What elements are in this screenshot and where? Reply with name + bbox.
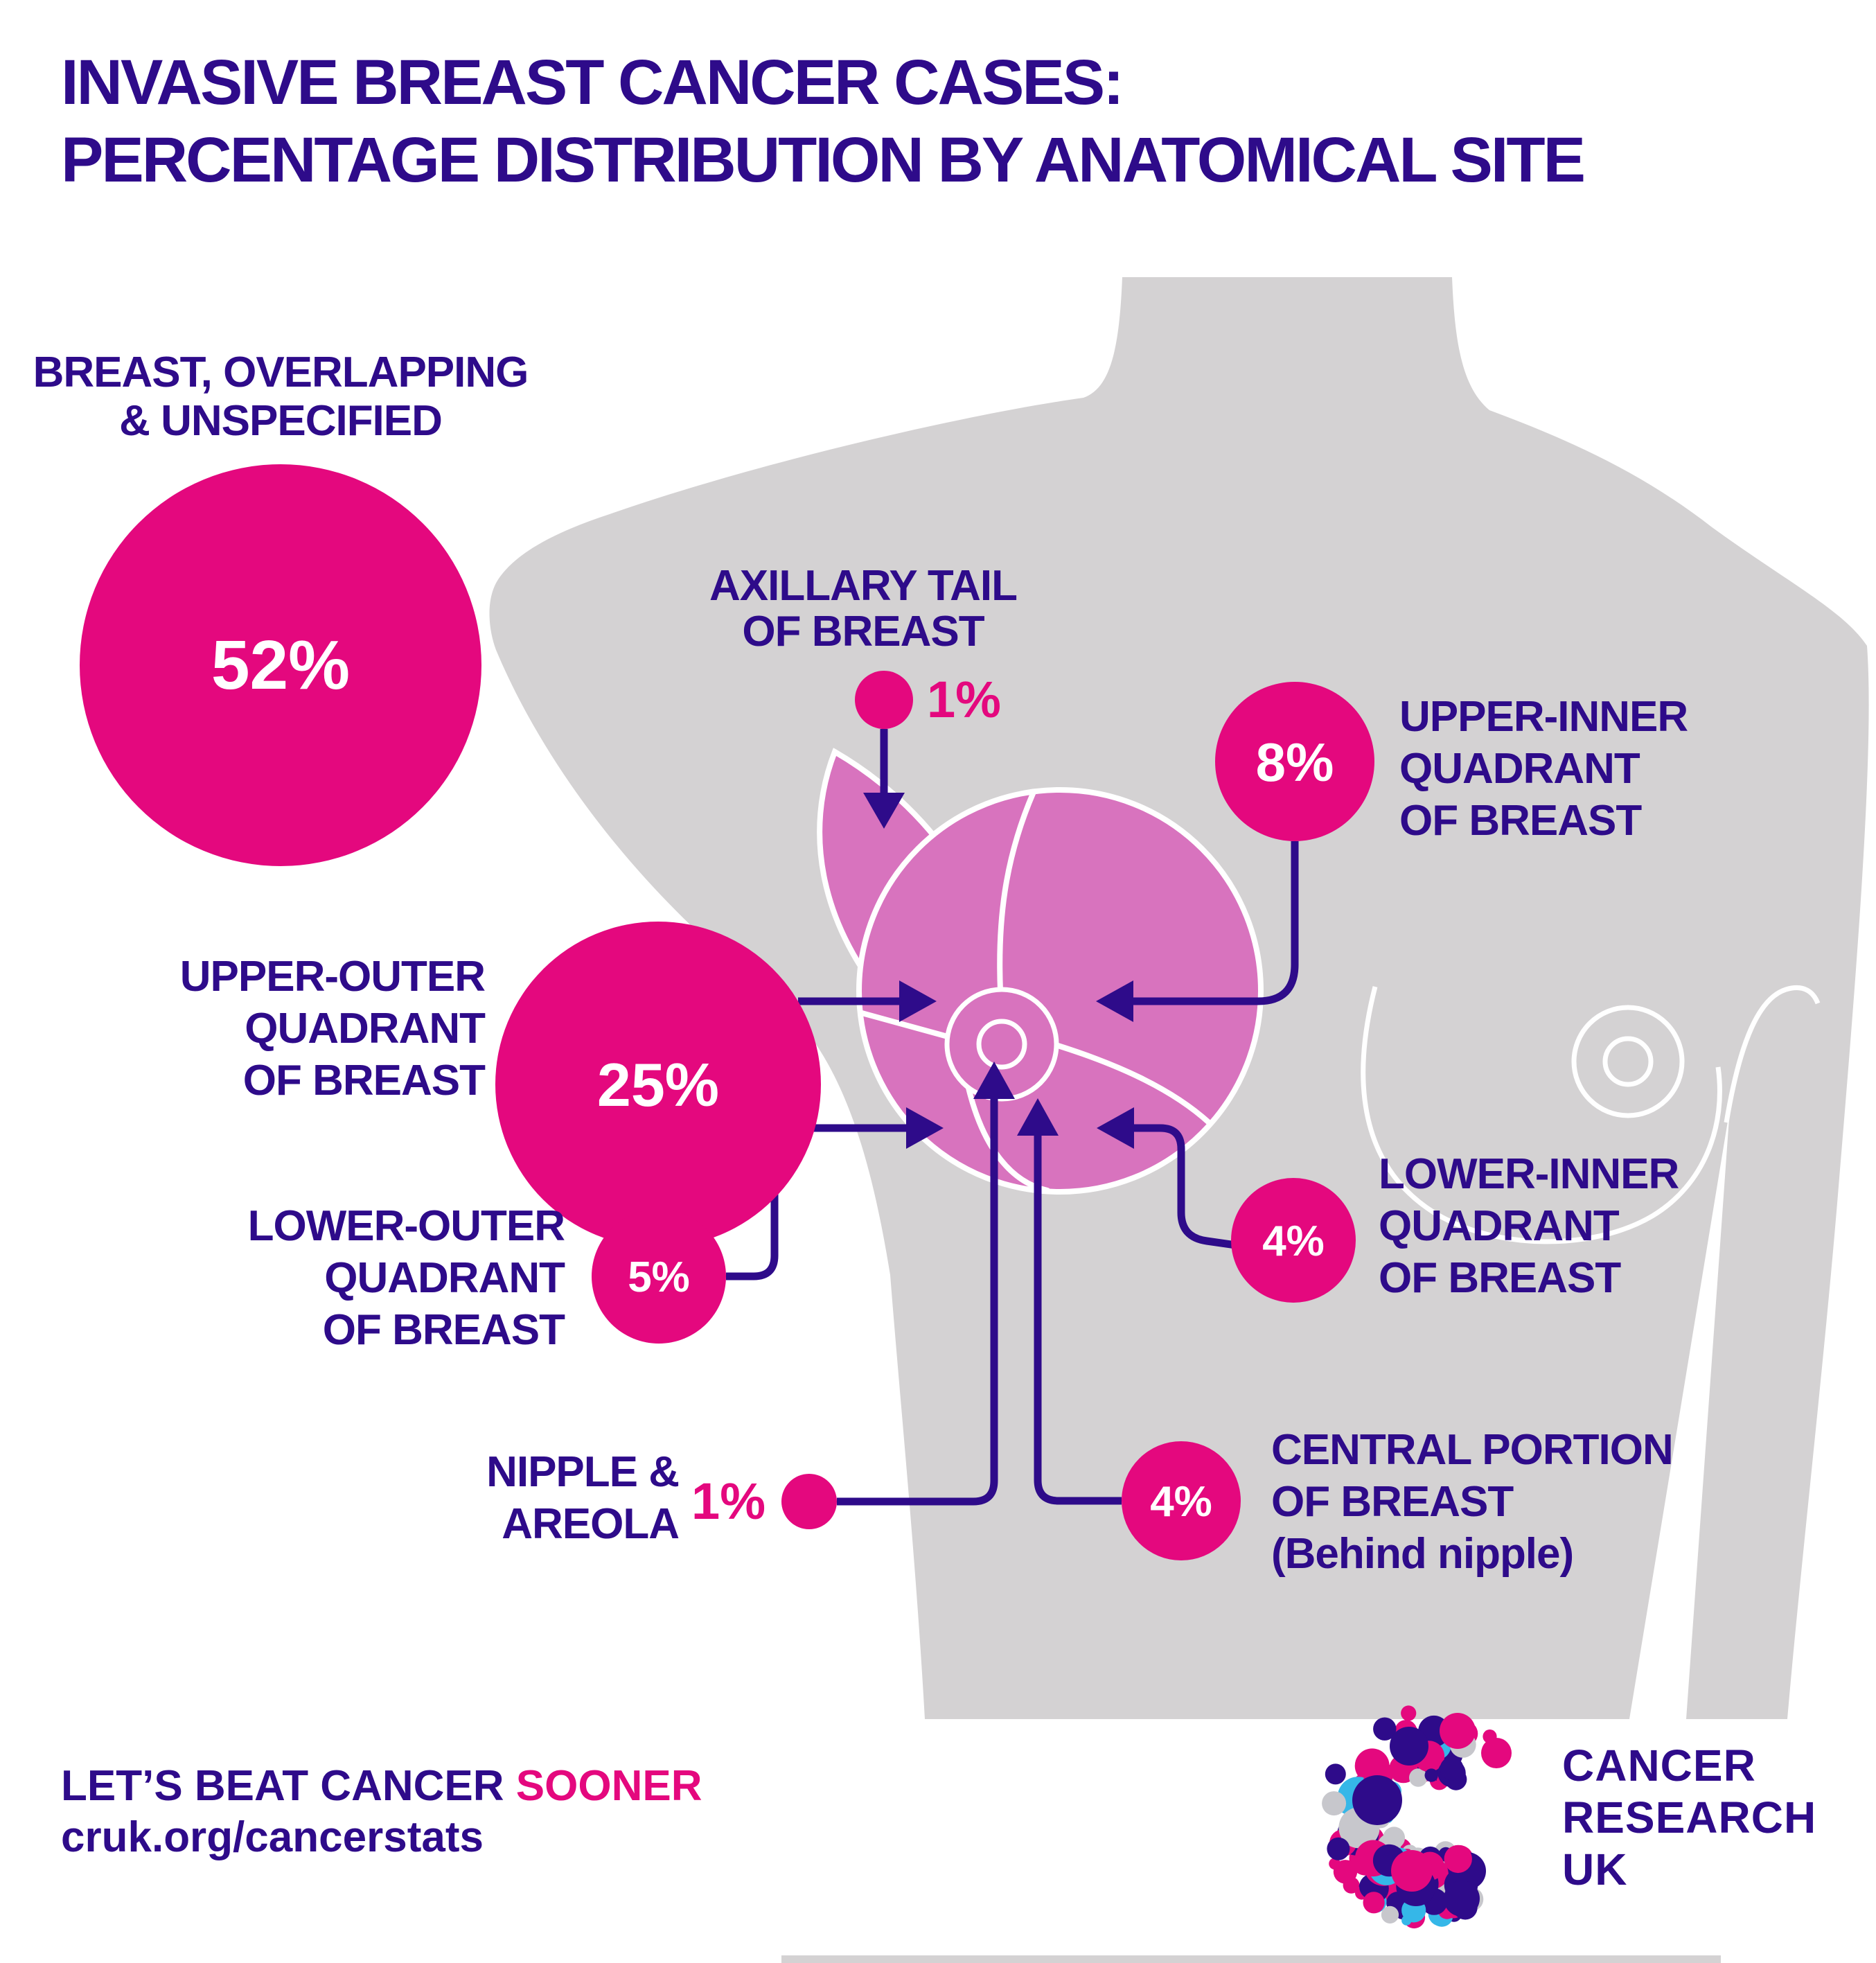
- armpit-crease-line: [1724, 985, 1821, 1123]
- label-central-line-2: OF BREAST: [1271, 1478, 1514, 1526]
- label-lower-outer-line-2: QUADRANT: [324, 1254, 565, 1302]
- value-overlapping: 52%: [211, 626, 350, 704]
- quadrant-line-vertical-top: [997, 789, 1036, 994]
- title-line-1: INVASIVE BREAST CANCER CASES:: [61, 47, 1122, 118]
- logo-line-2: RESEARCH: [1562, 1793, 1816, 1842]
- label-axillary-line-1: AXILLARY TAIL: [709, 562, 1017, 610]
- bubble-lower-inner-4: [1231, 1178, 1356, 1303]
- bubble-central-4: [1122, 1441, 1241, 1560]
- value-lower-outer: 5%: [628, 1253, 690, 1301]
- bubble-upper-inner-8: [1215, 682, 1374, 841]
- arrow-nipple-areola: [973, 1062, 1015, 1099]
- value-upper-inner: 8%: [1256, 732, 1334, 793]
- label-central-line-1: CENTRAL PORTION: [1271, 1426, 1673, 1474]
- label-lower-inner-line-2: QUADRANT: [1379, 1202, 1620, 1250]
- label-upper-outer-line-2: QUADRANT: [245, 1005, 486, 1053]
- bubble-overlapping-52: [80, 464, 481, 866]
- cruk-logo-dotted-c: [1322, 1705, 1512, 1929]
- logo-line-1: CANCER: [1562, 1741, 1756, 1790]
- arrow-central-portion: [1017, 1098, 1059, 1136]
- connector-nipple-areola: [837, 1093, 998, 1506]
- bubble-axillary-1: [855, 671, 913, 729]
- footer-tagline-main: LET’S BEAT CANCER: [61, 1762, 516, 1810]
- label-lower-outer-line-1: LOWER-OUTER: [248, 1202, 565, 1250]
- label-upper-outer-line-1: UPPER-OUTER: [180, 953, 485, 1001]
- connector-central-portion: [1034, 1129, 1122, 1505]
- bubble-upper-outer-25: [495, 922, 821, 1247]
- quadrant-line-horizontal-left: [859, 1010, 950, 1039]
- label-overlapping-line-1: BREAST, OVERLAPPING: [33, 349, 529, 396]
- bubble-lower-outer-5: [592, 1209, 726, 1344]
- arrow-lower-inner: [1097, 1107, 1134, 1149]
- label-lower-inner-line-1: LOWER-INNER: [1379, 1150, 1679, 1198]
- bottom-edge-bar: [781, 1955, 1721, 1963]
- label-central-line-3: (Behind nipple): [1271, 1530, 1573, 1578]
- quadrant-line-horizontal-right: [1053, 1042, 1212, 1125]
- logo-line-3: UK: [1562, 1845, 1627, 1894]
- label-upper-inner-line-2: QUADRANT: [1399, 745, 1640, 793]
- label-axillary-line-2: OF BREAST: [742, 608, 984, 655]
- connector-upper-inner: [1131, 841, 1299, 1005]
- footer-tagline: LET’S BEAT CANCER SOONER: [61, 1762, 702, 1810]
- value-lower-inner: 4%: [1262, 1217, 1325, 1265]
- value-axillary: 1%: [927, 671, 1001, 728]
- value-upper-outer: 25%: [597, 1050, 719, 1119]
- footer-url: cruk.org/cancerstats: [61, 1813, 484, 1861]
- label-upper-outer-line-3: OF BREAST: [243, 1057, 486, 1104]
- label-nipple-line-1: NIPPLE &: [486, 1448, 679, 1496]
- value-nipple: 1%: [691, 1472, 766, 1530]
- label-lower-inner-line-3: OF BREAST: [1379, 1254, 1621, 1302]
- right-areola-outline: [1571, 1005, 1685, 1118]
- right-breast-outline: [1361, 986, 1722, 1244]
- footer-tagline-accent: SOONER: [516, 1762, 702, 1810]
- label-upper-inner-line-3: OF BREAST: [1399, 797, 1642, 845]
- arrow-lower-outer: [906, 1107, 944, 1149]
- value-central: 4%: [1150, 1478, 1212, 1526]
- label-lower-outer-line-3: OF BREAST: [323, 1306, 565, 1354]
- label-overlapping-line-2: & UNSPECIFIED: [119, 397, 442, 445]
- bubble-nipple-1: [781, 1474, 837, 1529]
- arrow-axillary-tail: [863, 793, 905, 829]
- arrow-upper-inner: [1096, 980, 1133, 1022]
- arrow-upper-outer: [899, 980, 937, 1022]
- right-nipple-outline: [1602, 1036, 1654, 1087]
- armpit-gap: [1629, 1109, 1730, 1719]
- label-upper-inner-line-1: UPPER-INNER: [1399, 693, 1688, 741]
- label-nipple-line-2: AREOLA: [502, 1500, 679, 1548]
- connector-lower-inner: [1131, 1124, 1237, 1249]
- title-line-2: PERCENTAGE DISTRIBUTION BY ANATOMICAL SI…: [61, 125, 1584, 195]
- nipple-diagram: [976, 1019, 1027, 1070]
